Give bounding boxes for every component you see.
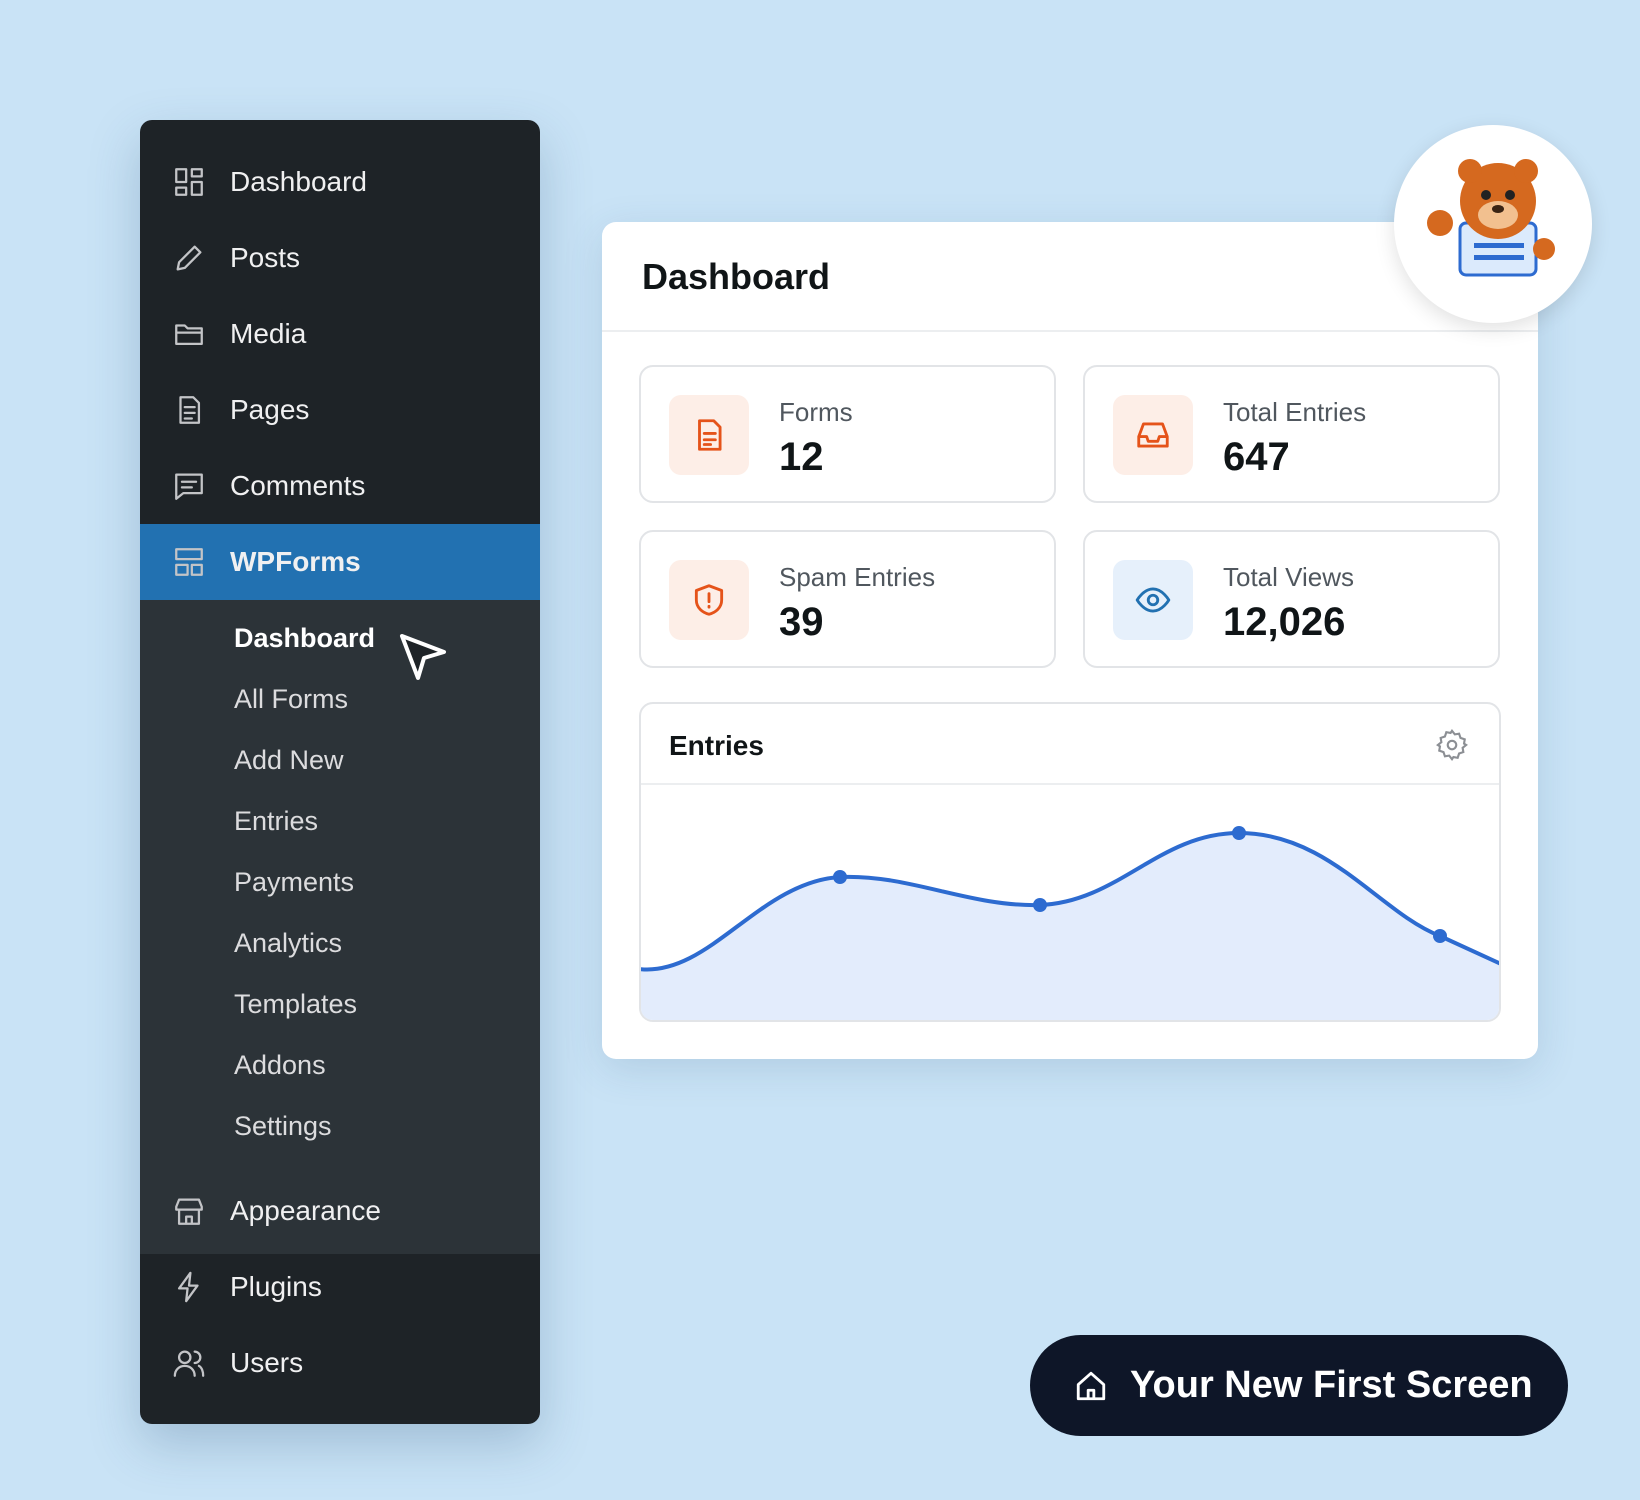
submenu-item[interactable]: Analytics — [234, 928, 343, 958]
menu-label: Pages — [230, 394, 310, 425]
stat-icon — [1113, 560, 1193, 640]
dashboard-title: Dashboard — [642, 256, 831, 297]
submenu-item[interactable]: Templates — [234, 989, 358, 1019]
entries-panel: Entries — [639, 702, 1501, 1022]
menu-item[interactable]: Pages — [140, 372, 540, 448]
menu-label: Users — [230, 1347, 304, 1378]
stat-label: Total Entries — [1223, 397, 1367, 427]
stat-card: Total Entries 647 — [1083, 365, 1500, 503]
submenu-item[interactable]: All Forms — [234, 684, 348, 714]
submenu-item[interactable]: Payments — [234, 867, 355, 897]
first-screen-button[interactable]: Your New First Screen — [1030, 1335, 1568, 1436]
menu-item[interactable]: Plugins — [140, 1249, 540, 1325]
menu-label: Plugins — [230, 1271, 322, 1302]
stat-card: Spam Entries 39 — [639, 530, 1056, 668]
menu-icon — [173, 1350, 205, 1377]
menu-icon — [179, 396, 201, 424]
entries-title: Entries — [669, 730, 764, 761]
menu-item[interactable]: Posts — [140, 220, 540, 296]
divider — [641, 783, 1499, 785]
menu-item[interactable]: Comments — [140, 448, 540, 524]
stat-value: 12 — [779, 435, 824, 479]
dashboard-card: Dashboard Entries Forms 12 Total Entries 64… — [602, 222, 1538, 1059]
menu-icon — [175, 548, 203, 576]
menu-item[interactable]: WPForms — [140, 524, 540, 600]
menu-item[interactable]: Appearance — [140, 1173, 540, 1249]
menu-label: Media — [230, 318, 307, 349]
submenu-item[interactable]: Entries — [234, 806, 319, 836]
stat-card: Total Views 12,026 — [1083, 530, 1500, 668]
stat-value: 12,026 — [1223, 600, 1346, 644]
submenu-item[interactable]: Settings — [234, 1111, 332, 1141]
stat-label: Spam Entries — [779, 562, 936, 592]
submenu-item[interactable]: Dashboard — [234, 623, 376, 653]
stat-icon — [669, 395, 749, 475]
button-label: Your New First Screen — [1130, 1364, 1533, 1406]
stat-icon — [669, 560, 749, 640]
submenu-bg — [140, 600, 540, 1254]
sidebar: Dashboard Posts Media Pages Comments WPForms D… — [140, 120, 540, 1424]
menu-label: Appearance — [230, 1195, 382, 1226]
menu-icon — [177, 1271, 199, 1303]
divider — [602, 330, 1538, 332]
entries-chart — [641, 826, 1499, 1020]
active-bg — [140, 524, 540, 600]
cursor — [400, 634, 446, 680]
menu-label: WPForms — [230, 546, 361, 577]
stat-value: 647 — [1223, 435, 1290, 479]
menu-label: Comments — [230, 470, 366, 501]
menu-icon — [175, 168, 203, 196]
menu-icon — [175, 1198, 203, 1225]
stat-value: 39 — [779, 600, 824, 644]
menu-icon — [176, 245, 202, 271]
stat-label: Forms — [779, 397, 853, 427]
menu-icon — [175, 473, 203, 500]
menu-label: Posts — [230, 242, 301, 273]
menu-item[interactable]: Users — [140, 1325, 540, 1401]
submenu-item[interactable]: Add New — [234, 745, 344, 775]
stat-label: Total Views — [1223, 562, 1355, 592]
menu-label: Dashboard — [230, 166, 367, 197]
menu-item[interactable]: Dashboard — [140, 144, 540, 220]
menu-item[interactable]: Media — [140, 296, 540, 372]
home-icon — [1076, 1371, 1106, 1401]
settings-icon[interactable] — [1435, 728, 1469, 762]
menu-icon — [175, 324, 203, 346]
stat-icon — [1113, 395, 1193, 475]
submenu-item[interactable]: Addons — [234, 1050, 326, 1080]
mascot — [1394, 125, 1592, 323]
stat-card: Forms 12 — [639, 365, 1056, 503]
